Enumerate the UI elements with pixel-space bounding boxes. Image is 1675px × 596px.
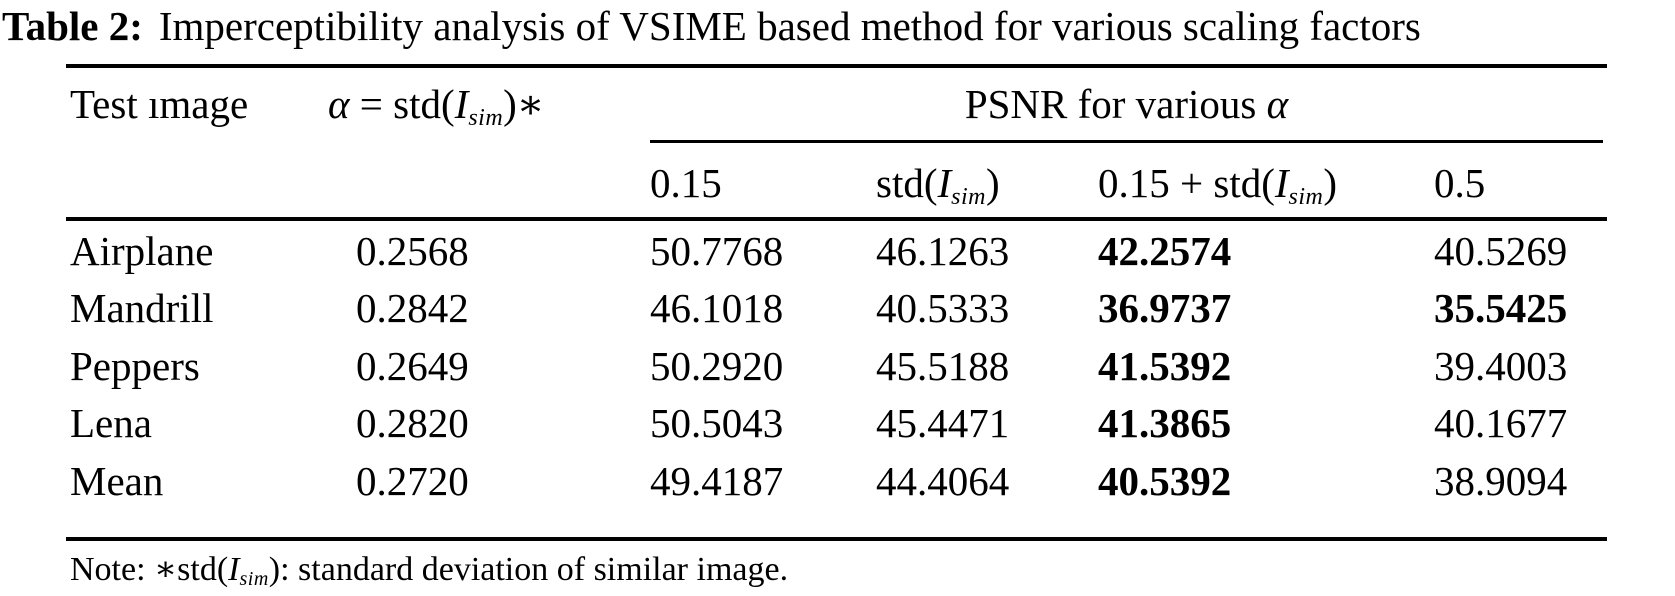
cell-psnr-05: 39.4003 — [1434, 343, 1568, 389]
cell-psnr-015: 50.2920 — [650, 343, 784, 389]
table-row: Mandrill 0.2842 46.1018 40.5333 36.9737 … — [66, 279, 1607, 337]
cell-alpha: 0.2820 — [356, 400, 469, 446]
cell-psnr-015-plus-std: 41.5392 — [1098, 343, 1232, 389]
cell-alpha: 0.2568 — [356, 228, 469, 274]
rule-bottom — [66, 537, 1607, 541]
cell-test-image: Lena — [70, 400, 152, 446]
cell-psnr-015: 50.7768 — [650, 228, 784, 274]
cell-psnr-015-plus-std: 42.2574 — [1098, 228, 1232, 274]
subheader-std: std(Isim) — [876, 160, 1000, 210]
cell-alpha: 0.2720 — [356, 458, 469, 504]
table-caption-text: Imperceptibility analysis of VSIME based… — [158, 3, 1421, 49]
subheader-015-plus-std: 0.15 + std(Isim) — [1098, 160, 1338, 210]
cell-psnr-std: 45.5188 — [876, 343, 1010, 389]
cell-test-image: Peppers — [70, 343, 200, 389]
data-table: Test ımage α = std(Isim)∗ PSNR for vario… — [66, 64, 1607, 546]
table-row: Lena 0.2820 50.5043 45.4471 41.3865 40.1… — [66, 394, 1607, 452]
header-test-image: Test ımage — [70, 81, 249, 127]
table-caption-label: Table 2: — [2, 3, 143, 49]
cell-psnr-015: 49.4187 — [650, 458, 784, 504]
cell-test-image: Mandrill — [70, 285, 214, 331]
cell-psnr-015-plus-std: 41.3865 — [1098, 400, 1232, 446]
rule-top — [66, 64, 1607, 68]
cell-psnr-015: 50.5043 — [650, 400, 784, 446]
cell-psnr-05: 40.1677 — [1434, 400, 1568, 446]
cell-alpha: 0.2842 — [356, 285, 469, 331]
cell-psnr-05: 35.5425 — [1434, 285, 1568, 331]
table-row: Airplane 0.2568 50.7768 46.1263 42.2574 … — [66, 222, 1607, 280]
cell-psnr-std: 45.4471 — [876, 400, 1010, 446]
cell-psnr-std: 40.5333 — [876, 285, 1010, 331]
header-alpha-formula: α = std(Isim)∗ — [328, 81, 545, 131]
rule-psnr-underline — [650, 140, 1603, 143]
header-psnr-group: PSNR for various α — [964, 81, 1289, 127]
cell-test-image: Airplane — [70, 228, 214, 274]
table-footnote: Note: ∗std(Isim): standard deviation of … — [70, 551, 789, 590]
cell-psnr-05: 40.5269 — [1434, 228, 1568, 274]
table-row: Peppers 0.2649 50.2920 45.5188 41.5392 3… — [66, 337, 1607, 395]
table-caption: Table 2: Imperceptibility analysis of VSI… — [2, 2, 1672, 50]
cell-psnr-015: 46.1018 — [650, 285, 784, 331]
rule-header-bottom — [66, 217, 1607, 221]
cell-psnr-std: 46.1263 — [876, 228, 1010, 274]
cell-psnr-05: 38.9094 — [1434, 458, 1568, 504]
cell-psnr-std: 44.4064 — [876, 458, 1010, 504]
table-row: Mean 0.2720 49.4187 44.4064 40.5392 38.9… — [66, 452, 1607, 510]
cell-psnr-015-plus-std: 40.5392 — [1098, 458, 1232, 504]
subheader-015: 0.15 — [650, 160, 722, 206]
cell-psnr-015-plus-std: 36.9737 — [1098, 285, 1232, 331]
cell-test-image: Mean — [70, 458, 164, 504]
cell-alpha: 0.2649 — [356, 343, 469, 389]
subheader-05: 0.5 — [1434, 160, 1486, 206]
